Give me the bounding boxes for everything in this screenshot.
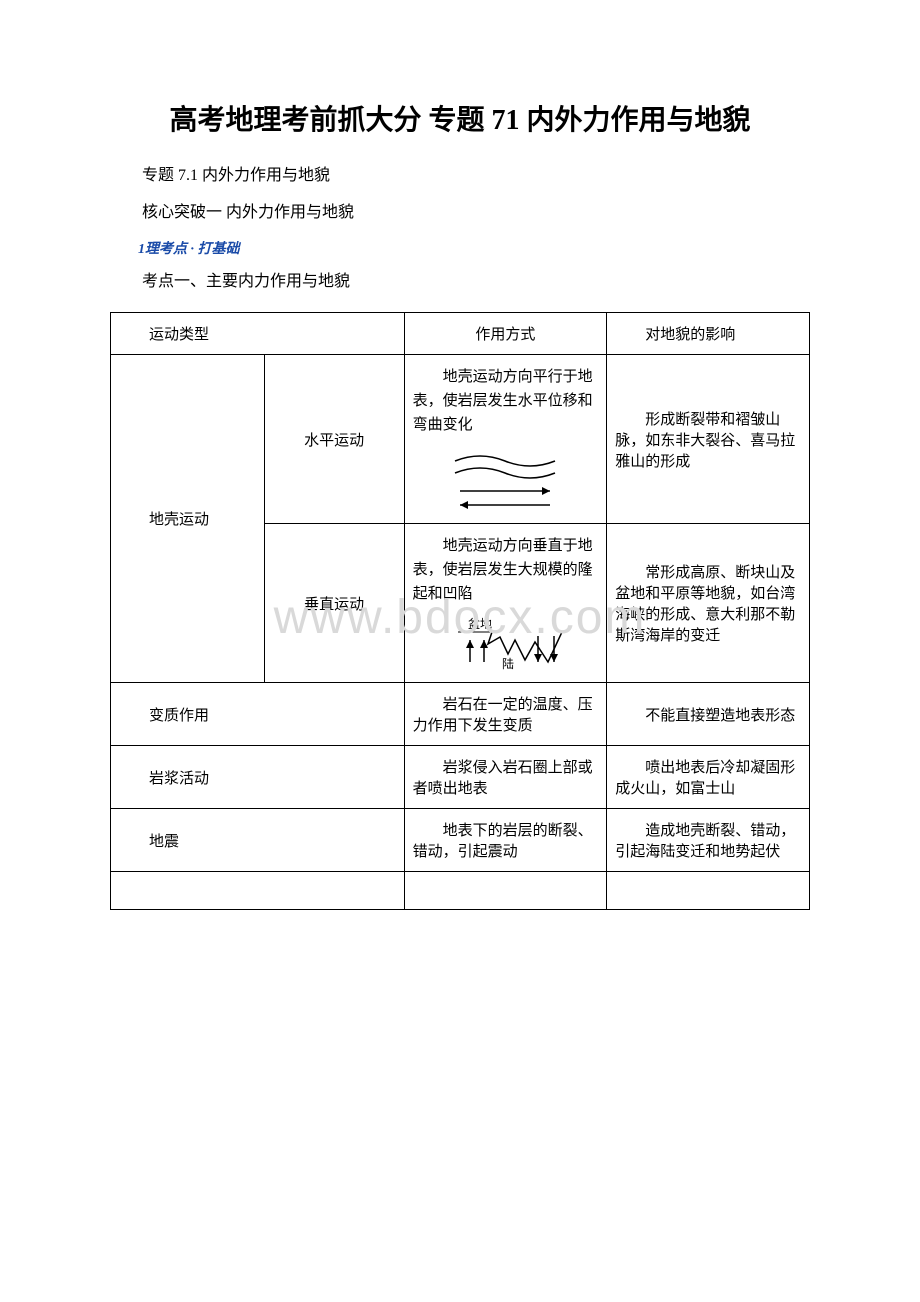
cell-empty-3 [607,872,810,910]
cell-horizontal-effect: 形成断裂带和褶皱山脉，如东非大裂谷、喜马拉雅山的形成 [607,355,810,524]
table-row-magma: 岩浆活动 岩浆侵入岩石圈上部或者喷出地表 喷出地表后冷却凝固形成火山，如富士山 [111,746,810,809]
geology-table: 运动类型 作用方式 对地貌的影响 地壳运动 水平运动 地壳运动方向平行于地表，使… [110,312,810,910]
vertical-method-text: 地壳运动方向垂直于地表，使岩层发生大规模的隆起和凹陷 [413,534,599,606]
cell-metamorphic-effect: 不能直接塑造地表形态 [607,683,810,746]
diagram-label-land: 陆 [502,656,514,671]
header-effect: 对地貌的影响 [607,313,810,355]
cell-earthquake-method: 地表下的岩层的断裂、错动，引起震动 [404,809,607,872]
cell-horizontal-label: 水平运动 [264,355,404,524]
cell-metamorphic-method: 岩石在一定的温度、压力作用下发生变质 [404,683,607,746]
horizontal-movement-diagram [440,443,570,513]
cell-vertical-method: 地壳运动方向垂直于地表，使岩层发生大规模的隆起和凹陷 盆地 陆 [404,524,607,683]
exam-point-heading: 考点一、主要内力作用与地貌 [110,268,810,297]
table-row-empty [111,872,810,910]
table-header-row: 运动类型 作用方式 对地貌的影响 [111,313,810,355]
page-title: 高考地理考前抓大分 专题 71 内外力作用与地貌 [110,100,810,142]
diagram-label-basin: 盆地 [468,617,492,631]
cell-vertical-label: 垂直运动 [264,524,404,683]
subtitle-topic: 专题 7.1 内外力作用与地貌 [110,162,810,191]
cell-magma-method: 岩浆侵入岩石圈上部或者喷出地表 [404,746,607,809]
cell-empty-2 [404,872,607,910]
cell-earthquake-label: 地震 [111,809,405,872]
table-row-earthquake: 地震 地表下的岩层的断裂、错动，引起震动 造成地壳断裂、错动，引起海陆变迁和地势… [111,809,810,872]
cell-earthquake-effect: 造成地壳断裂、错动，引起海陆变迁和地势起伏 [607,809,810,872]
cell-vertical-effect: 常形成高原、断块山及盆地和平原等地貌，如台湾海峡的形成、意大利那不勒斯湾海岸的变… [607,524,810,683]
horizontal-method-text: 地壳运动方向平行于地表，使岩层发生水平位移和弯曲变化 [413,365,599,437]
subtitle-core: 核心突破一 内外力作用与地貌 [110,199,810,228]
section-header: 1理考点 · 打基础 [110,238,810,258]
table-row-horizontal: 地壳运动 水平运动 地壳运动方向平行于地表，使岩层发生水平位移和弯曲变化 形成断… [111,355,810,524]
cell-metamorphic-label: 变质作用 [111,683,405,746]
cell-crust-movement: 地壳运动 [111,355,265,683]
cell-horizontal-method: 地壳运动方向平行于地表，使岩层发生水平位移和弯曲变化 [404,355,607,524]
cell-magma-label: 岩浆活动 [111,746,405,809]
header-method: 作用方式 [404,313,607,355]
table-row-metamorphic: 变质作用 岩石在一定的温度、压力作用下发生变质 不能直接塑造地表形态 [111,683,810,746]
header-movement-type: 运动类型 [111,313,405,355]
cell-magma-effect: 喷出地表后冷却凝固形成火山，如富士山 [607,746,810,809]
cell-empty-1 [111,872,405,910]
vertical-movement-diagram: 盆地 陆 [440,612,570,672]
